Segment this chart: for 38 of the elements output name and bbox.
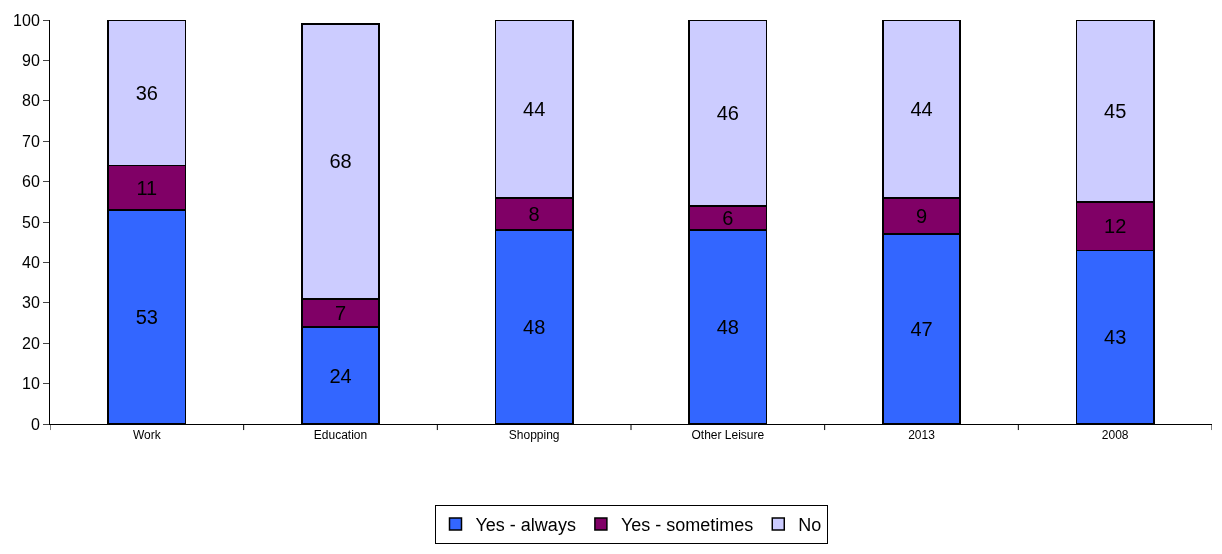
data-label: 7 [334,301,347,324]
y-tick-label: 80 [22,92,40,110]
data-label: 44 [910,97,933,120]
data-label: 12 [1104,215,1127,238]
data-label: 11 [136,176,158,199]
y-tick-label: 20 [22,334,40,352]
legend-label: Yes - always [475,515,576,536]
data-label: 45 [1104,99,1127,122]
y-tick-label: 0 [30,415,40,433]
data-label: 48 [523,316,546,339]
x-tick-label: Other Leisure [691,428,765,443]
data-label: 48 [716,316,739,339]
data-label: 6 [722,206,734,229]
x-tick-label: 2013 [908,428,936,443]
y-tick-label: 50 [22,213,40,231]
y-tick-label: 60 [22,173,40,191]
data-label: 43 [1104,326,1127,349]
data-label: 46 [716,101,739,124]
data-label: 24 [329,364,352,387]
x-tick-label: Shopping [508,428,560,443]
y-tick-label: 100 [13,11,40,29]
legend-label: No [798,515,822,536]
legend-label: Yes - sometimes [620,515,754,536]
data-label: 9 [915,204,928,227]
y-tick-label: 90 [22,52,40,69]
x-tick-label: 2008 [1101,428,1129,443]
data-label: 53 [135,305,158,328]
data-label: 44 [523,97,546,120]
x-tick-label: Work [132,428,162,443]
y-tick-label: 70 [22,132,40,150]
y-tick-label: 30 [22,294,40,312]
data-label: 8 [528,202,540,225]
data-label: 36 [135,81,158,104]
x-tick-label: Education [313,428,368,443]
y-tick-label: 40 [22,254,40,271]
data-label: 47 [910,318,933,341]
y-tick-label: 10 [22,375,40,393]
data-label: 68 [329,150,352,173]
